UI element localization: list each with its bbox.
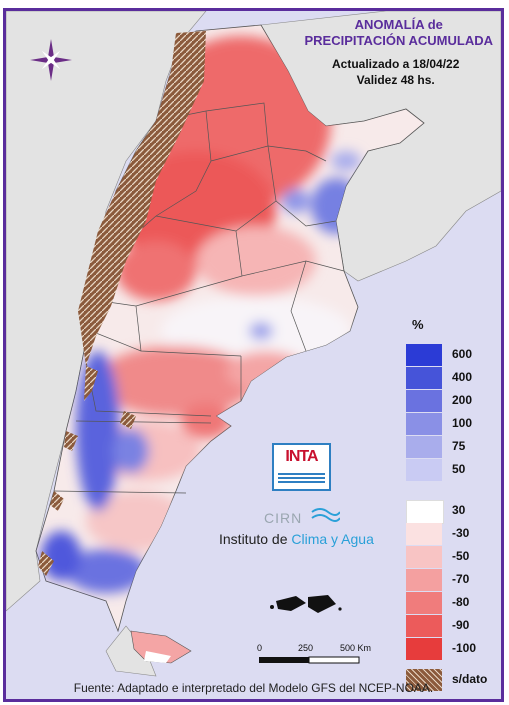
institute-highlight: Clima y Agua (291, 531, 374, 547)
footer-source: Fuente: Adaptado e interpretado del Mode… (73, 681, 434, 695)
legend-swatch (406, 390, 442, 412)
validity: Validez 48 hs. (356, 73, 435, 87)
legend-swatch (406, 436, 442, 458)
inta-logo: INTA (272, 443, 331, 491)
legend-swatch (406, 413, 442, 435)
legend-label: -50 (452, 549, 470, 563)
scale-label-0: 0 (257, 643, 263, 653)
legend-swatch (406, 500, 444, 524)
inta-logo-text: INTA (285, 448, 318, 465)
updated-date: Actualizado a 18/04/22 (332, 57, 460, 71)
legend-swatch (406, 669, 442, 691)
legend-label: 50 (452, 462, 466, 476)
legend-swatch (406, 367, 442, 389)
cirn-logo-text: CIRN (264, 510, 303, 526)
scale-label-250: 250 (298, 643, 314, 653)
legend-label: 400 (452, 370, 473, 384)
legend-label: 100 (452, 416, 473, 430)
legend-label: -80 (452, 595, 470, 609)
legend-swatch (406, 523, 442, 545)
legend-label: 75 (452, 439, 466, 453)
legend-swatch (406, 546, 442, 568)
legend-label: 200 (452, 393, 473, 407)
compass-rose-icon (30, 39, 72, 81)
map-title: ANOMALÍA de PRECIPITACIÓN ACUMULADA (305, 17, 494, 49)
title-line-2: PRECIPITACIÓN ACUMULADA (304, 33, 494, 48)
legend-label: -100 (452, 641, 477, 655)
update-info: Actualizado a 18/04/22 Validez 48 hs. (332, 56, 459, 88)
legend-swatch (406, 569, 442, 591)
legend-label: 30 (452, 503, 466, 517)
scale-label-500: 500 Km (340, 643, 372, 653)
legend-swatch (406, 615, 442, 637)
map-canvas (6, 11, 501, 677)
legend-label: -70 (452, 572, 470, 586)
institute-prefix: Instituto de (219, 531, 292, 547)
legend-label: -30 (452, 526, 470, 540)
legend-swatch (406, 344, 442, 366)
legend-label: s/dato (452, 672, 488, 686)
institute-name: Instituto de Clima y Agua (219, 531, 374, 547)
legend-label: -90 (452, 618, 470, 632)
legend-unit: % (412, 317, 424, 332)
legend-label: 600 (452, 347, 473, 361)
title-line-1: ANOMALÍA de (354, 17, 443, 32)
legend-swatch (406, 459, 442, 481)
legend-swatch (406, 638, 442, 660)
legend-swatch (406, 592, 442, 614)
wave-icon (311, 508, 340, 522)
map-frame: ANOMALÍA de PRECIPITACIÓN ACUMULADA Actu… (3, 8, 504, 702)
